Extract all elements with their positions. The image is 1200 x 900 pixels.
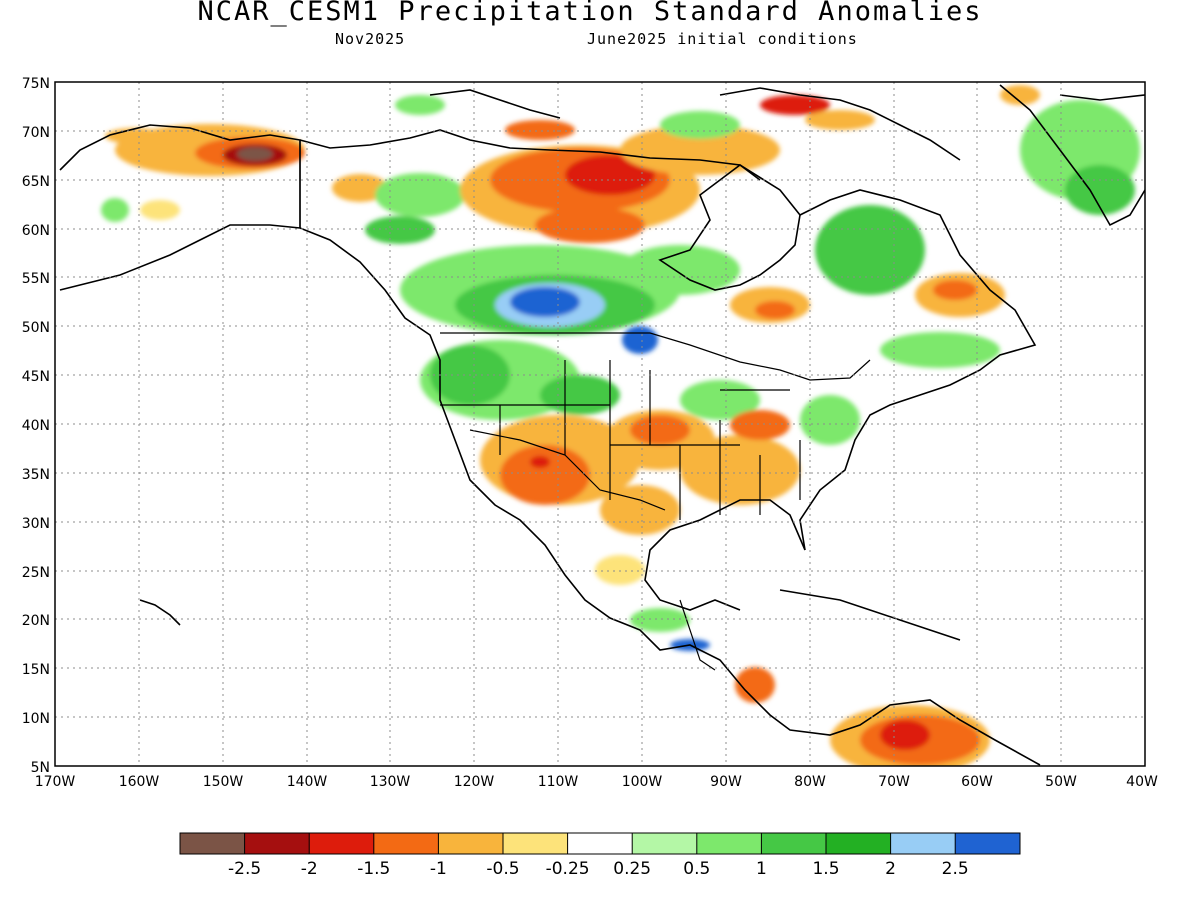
colorbar-swatch <box>567 833 633 854</box>
colorbar-label: -0.25 <box>546 859 590 879</box>
colorbar-swatch <box>955 833 1020 854</box>
lat-label: 45N <box>22 369 50 385</box>
colorbar-swatch <box>696 833 762 854</box>
lon-label: 90W <box>710 774 742 790</box>
colorbar-label: 1 <box>756 859 767 879</box>
colorbar-label: 1.5 <box>812 859 839 879</box>
colorbar-swatch <box>244 833 310 854</box>
lon-label: 130W <box>370 774 411 790</box>
lat-label: 25N <box>22 565 50 581</box>
colorbar-swatch <box>890 833 956 854</box>
colorbar-label: 0.25 <box>613 859 651 879</box>
colorbar: -2.5 -2 -1.5 -1 -0.5 -0.25 0.25 0.5 1 1.… <box>179 832 1021 879</box>
graticule <box>55 82 1145 766</box>
lon-label: 150W <box>203 774 244 790</box>
latitude-axis: 75N 70N 65N 60N 55N 50N 45N 40N 35N 30N … <box>22 76 50 776</box>
colorbar-label: -1.5 <box>357 859 390 879</box>
lat-label: 40N <box>22 418 50 434</box>
colorbar-swatch <box>826 833 891 854</box>
lon-label: 110W <box>538 774 579 790</box>
lon-label: 50W <box>1045 774 1077 790</box>
lat-label: 10N <box>22 711 50 727</box>
colorbar-swatch <box>632 833 697 854</box>
lon-label: 170W <box>35 774 76 790</box>
lon-label: 120W <box>454 774 495 790</box>
lat-label: 70N <box>22 125 50 141</box>
lat-label: 75N <box>22 76 50 92</box>
lat-label: 20N <box>22 613 50 629</box>
lat-label: 55N <box>22 271 50 287</box>
lat-label: 65N <box>22 174 50 190</box>
map-frame <box>54 81 1146 767</box>
colorbar-label: -2 <box>301 859 318 879</box>
colorbar-swatch <box>180 833 245 854</box>
colorbar-swatch <box>438 833 503 854</box>
longitude-axis: 170W 160W 150W 140W 130W 120W 110W 100W … <box>35 774 1158 790</box>
coastlines <box>59 84 1145 766</box>
lon-label: 40W <box>1126 774 1158 790</box>
anomaly-field <box>101 85 1140 766</box>
init-conditions-label: June2025 initial conditions <box>587 30 858 48</box>
colorbar-label: -1 <box>430 859 447 879</box>
colorbar-label: 2 <box>885 859 896 879</box>
lat-label: 35N <box>22 467 50 483</box>
lon-label: 60W <box>961 774 993 790</box>
lat-label: 50N <box>22 320 50 336</box>
colorbar-swatch <box>761 833 826 854</box>
colorbar-label: -0.5 <box>486 859 519 879</box>
colorbar-label: 0.5 <box>683 859 710 879</box>
colorbar-swatch <box>503 833 568 854</box>
colorbar-swatch <box>373 833 439 854</box>
political-borders <box>299 140 871 671</box>
lat-label: 30N <box>22 516 50 532</box>
lat-label: 60N <box>22 223 50 239</box>
lat-label: 15N <box>22 662 50 678</box>
colorbar-label: -2.5 <box>228 859 261 879</box>
lat-label: 5N <box>31 760 50 776</box>
lon-label: 140W <box>287 774 328 790</box>
lon-label: 70W <box>878 774 910 790</box>
colorbar-label: 2.5 <box>942 859 969 879</box>
valid-month-label: Nov2025 <box>335 30 406 48</box>
lon-label: 80W <box>794 774 826 790</box>
lon-label: 100W <box>622 774 663 790</box>
lon-label: 160W <box>119 774 160 790</box>
map-title: NCAR_CESM1 Precipitation Standard Anomal… <box>197 0 983 27</box>
colorbar-swatch <box>309 833 374 854</box>
